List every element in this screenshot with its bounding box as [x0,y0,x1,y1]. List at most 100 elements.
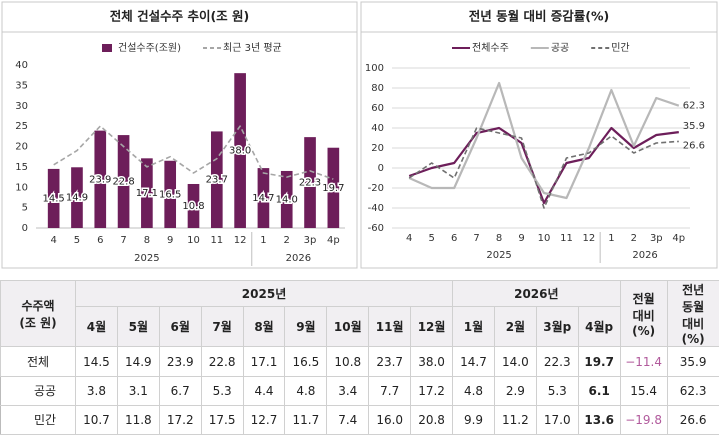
cell: 4.8 [284,375,328,406]
cell: 20.8 [410,404,454,435]
cell: 23.9 [158,346,202,377]
bar [117,135,130,228]
data-label: 16.5 [159,189,181,200]
x-tick-label: 8 [144,235,150,246]
column-header: 1월 [452,306,495,348]
x-tick-label: 9 [518,233,524,244]
column-header: 12월 [410,306,454,348]
column-header: 9월 [284,306,328,348]
y-tick-label: 35 [15,80,28,91]
x-tick-label: 1 [260,235,266,246]
y-tick-label: 0 [378,163,384,174]
cell: 9.9 [452,404,495,435]
x-tick-label: 4 [406,233,412,244]
y-tick-label: -60 [368,223,384,234]
column-header: 전년 동월 대비 (%) [666,279,719,348]
column-header: 5월 [116,306,160,348]
column-header: 4월p [577,306,621,348]
data-label: 19.7 [322,183,344,194]
x-tick-label: 9 [167,235,173,246]
y-tick-label: 10 [15,182,28,193]
column-header: 11월 [368,306,412,348]
bar [71,167,83,228]
cell: 16.0 [368,404,412,435]
y-tick-label: 100 [365,63,384,74]
y-tick-label: 5 [22,203,28,214]
cell: 11.7 [284,404,328,435]
end-label: 26.6 [683,140,705,151]
y-tick-label: 20 [15,142,28,153]
cell: 5.3 [535,375,579,406]
data-label: 14.5 [43,193,65,204]
cell: 7.7 [368,375,412,406]
x-tick-label: 12 [583,233,596,244]
cell: 14.5 [75,346,118,377]
cell: 35.9 [666,346,719,377]
y-tick-label: 60 [371,103,384,114]
column-header: 6월 [158,306,202,348]
bar [304,137,316,228]
x-tick-label: 2 [284,235,290,246]
end-label: 35.9 [683,121,705,132]
cell: 12.7 [242,404,286,435]
cell: 7.4 [326,404,370,435]
cell: 16.5 [284,346,328,377]
x-group-label: 2026 [286,253,311,264]
y-tick-label: 0 [22,223,28,234]
column-header: 2월 [493,306,537,348]
cell: −11.4 [619,346,668,377]
legend-label: 전체수주 [472,42,509,54]
y-tick-label: 40 [15,60,28,71]
y-tick-label: -40 [368,203,384,214]
bar [210,131,223,228]
x-tick-label: 1 [608,233,614,244]
legend-label: 민간 [611,42,629,54]
x-tick-label: 4p [672,233,685,244]
data-label: 23.7 [206,175,228,186]
corner-header: 수주액 (조 원) [0,279,76,348]
bar [327,147,340,228]
cell: 38.0 [410,346,454,377]
column-header: 전월 대비 (%) [619,279,668,348]
column-header: 10월 [326,306,370,348]
column-header: 3월p [535,306,579,348]
x-tick-label: 11 [210,235,223,246]
series-line [408,126,679,205]
cell: 14.7 [452,346,495,377]
cell: 15.4 [619,375,668,406]
legend-label: 최근 3년 평균 [223,42,282,54]
x-tick-label: 2 [631,233,637,244]
x-tick-label: 7 [473,233,479,244]
cell: 10.7 [75,404,118,435]
cell: −19.8 [619,404,668,435]
column-header: 4월 [75,306,118,348]
row-label: 전체 [0,346,76,377]
x-tick-label: 5 [74,235,80,246]
x-group-label: 2025 [486,250,511,261]
cell: 3.4 [326,375,370,406]
data-label: 14.0 [276,194,298,205]
data-label: 22.3 [299,178,321,189]
series-line [53,125,334,180]
legend-swatch [102,44,112,52]
cell: 17.2 [158,404,202,435]
data-label: 14.7 [252,193,274,204]
data-table: 수주액 (조 원) 2025년 2026년 전월 대비 (%) 전년 동월 대비 (%)… [0,279,719,435]
x-tick-label: 11 [560,233,573,244]
cell: 3.1 [116,375,160,406]
x-tick-label: 12 [234,235,247,246]
series-line [408,81,680,200]
x-tick-label: 7 [120,235,126,246]
end-label: 62.3 [683,101,705,112]
column-header: 8월 [242,306,286,348]
y-tick-label: -20 [368,183,384,194]
cell: 17.5 [200,404,244,435]
cell: 6.1 [577,375,621,406]
cell: 19.7 [577,346,621,377]
y-tick-label: 40 [371,123,384,134]
y-tick-label: 15 [15,162,28,173]
cell: 6.7 [158,375,202,406]
cell: 14.9 [116,346,160,377]
x-tick-label: 6 [97,235,103,246]
group-header: 2025년 [74,279,454,308]
